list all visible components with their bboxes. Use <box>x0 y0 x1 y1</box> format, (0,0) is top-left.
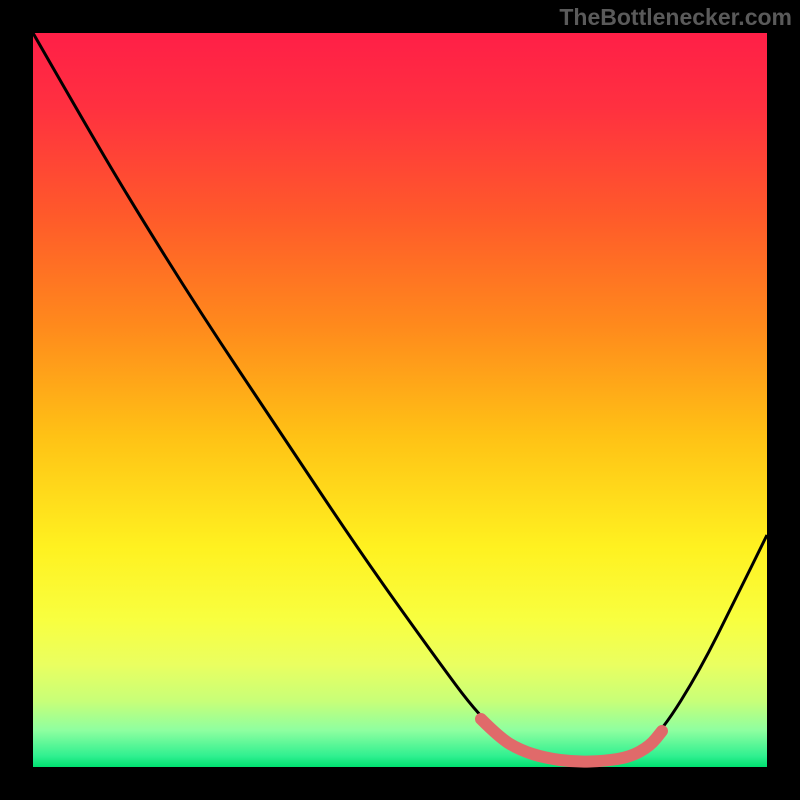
chart-svg <box>0 0 800 800</box>
chart-container: { "watermark": { "text": "TheBottlenecke… <box>0 0 800 800</box>
plot-background <box>33 33 767 767</box>
watermark-text: TheBottlenecker.com <box>559 4 792 31</box>
